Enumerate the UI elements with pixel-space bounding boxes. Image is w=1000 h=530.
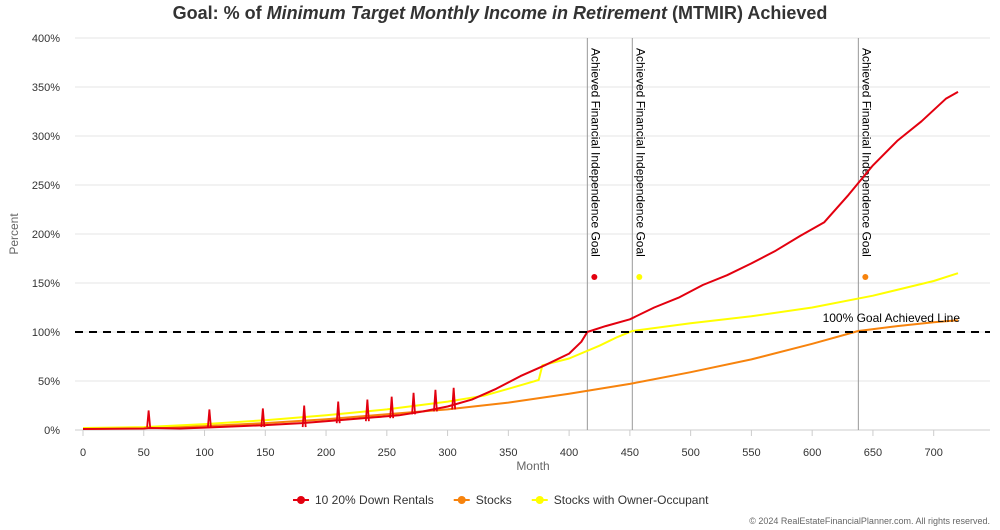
- milestone-marker: [591, 274, 598, 280]
- milestone-label: Achieved Financial Independence Goal: [633, 48, 647, 257]
- goal-line-group: 100% Goal Achieved Line: [75, 311, 990, 333]
- series-spike: [146, 410, 152, 428]
- legend-item: Stocks: [453, 493, 512, 507]
- chart-title: Goal: % of Minimum Target Monthly Income…: [173, 3, 828, 23]
- x-tick-label: 650: [864, 447, 882, 459]
- x-tick-label: 350: [499, 447, 517, 459]
- x-tick-label: 300: [438, 447, 456, 459]
- legend-item: Stocks with Owner-Occupant: [531, 493, 709, 507]
- x-axis-label: Month: [516, 459, 549, 473]
- goal-line-label: 100% Goal Achieved Line: [823, 311, 961, 325]
- x-tick-label: 100: [195, 447, 213, 459]
- series-spike: [389, 396, 395, 419]
- y-tick-label: 200%: [32, 229, 60, 241]
- y-tick-label: 250%: [32, 180, 60, 192]
- series-spike: [335, 401, 341, 424]
- series-spike: [364, 399, 370, 422]
- series-spike: [411, 392, 416, 415]
- x-tick-label: 550: [742, 447, 760, 459]
- legend-label: Stocks: [476, 493, 512, 507]
- milestone-marker: [636, 274, 643, 280]
- x-tick-label: 250: [378, 447, 396, 459]
- series-line: [82, 272, 959, 429]
- series-spike: [433, 389, 438, 412]
- x-tick-label: 200: [317, 447, 335, 459]
- y-axis-label: Percent: [7, 213, 21, 255]
- x-tick-label: 0: [80, 447, 86, 459]
- y-tick-label: 100%: [32, 327, 60, 339]
- x-tick-label: 500: [681, 447, 699, 459]
- x-tick-label: 150: [256, 447, 274, 459]
- series-layer: [82, 91, 959, 430]
- y-tick-label: 350%: [32, 82, 60, 94]
- y-tick-label: 150%: [32, 278, 60, 290]
- series-spike: [451, 387, 457, 410]
- y-tick-label: 400%: [32, 33, 60, 45]
- legend-label: 10 20% Down Rentals: [315, 493, 434, 507]
- legend-swatch-marker: [297, 496, 305, 504]
- copyright: © 2024 RealEstateFinancialPlanner.com. A…: [749, 516, 990, 526]
- grid: [75, 37, 990, 431]
- milestone-marker: [862, 274, 869, 280]
- y-tick-label: 300%: [32, 131, 60, 143]
- series-line: [82, 91, 959, 430]
- x-tick-label: 50: [138, 447, 150, 459]
- series-spike: [260, 408, 266, 428]
- y-tick-label: 0%: [44, 425, 60, 437]
- series-line: [82, 319, 959, 430]
- x-tick-label: 700: [925, 447, 943, 459]
- milestone-label: Achieved Financial Independence Goal: [588, 48, 602, 257]
- y-tick-label: 50%: [38, 376, 60, 388]
- legend-swatch-marker: [535, 496, 544, 504]
- milestone-label: Achieved Financial Independence Goal: [859, 48, 873, 257]
- legend: 10 20% Down Rentals Stocks Stocks with Own…: [293, 493, 709, 507]
- y-axis: 0% 50% 100% 150% 200% 250% 300% 350% 400%: [32, 33, 60, 437]
- legend-swatch-marker: [457, 496, 466, 504]
- series-spike: [206, 409, 212, 428]
- legend-item: 10 20% Down Rentals: [293, 493, 434, 507]
- x-tick-label: 400: [560, 447, 578, 459]
- x-axis: 0 50 100 150 200 250 300 350 400 450 500 550 600 650 7…: [75, 429, 990, 459]
- series-spike: [301, 405, 307, 428]
- legend-label: Stocks with Owner-Occupant: [554, 493, 709, 507]
- x-tick-label: 600: [803, 447, 821, 459]
- milestones: Achieved Financial Independence Goal Achi…: [586, 38, 873, 430]
- x-tick-label: 450: [621, 447, 639, 459]
